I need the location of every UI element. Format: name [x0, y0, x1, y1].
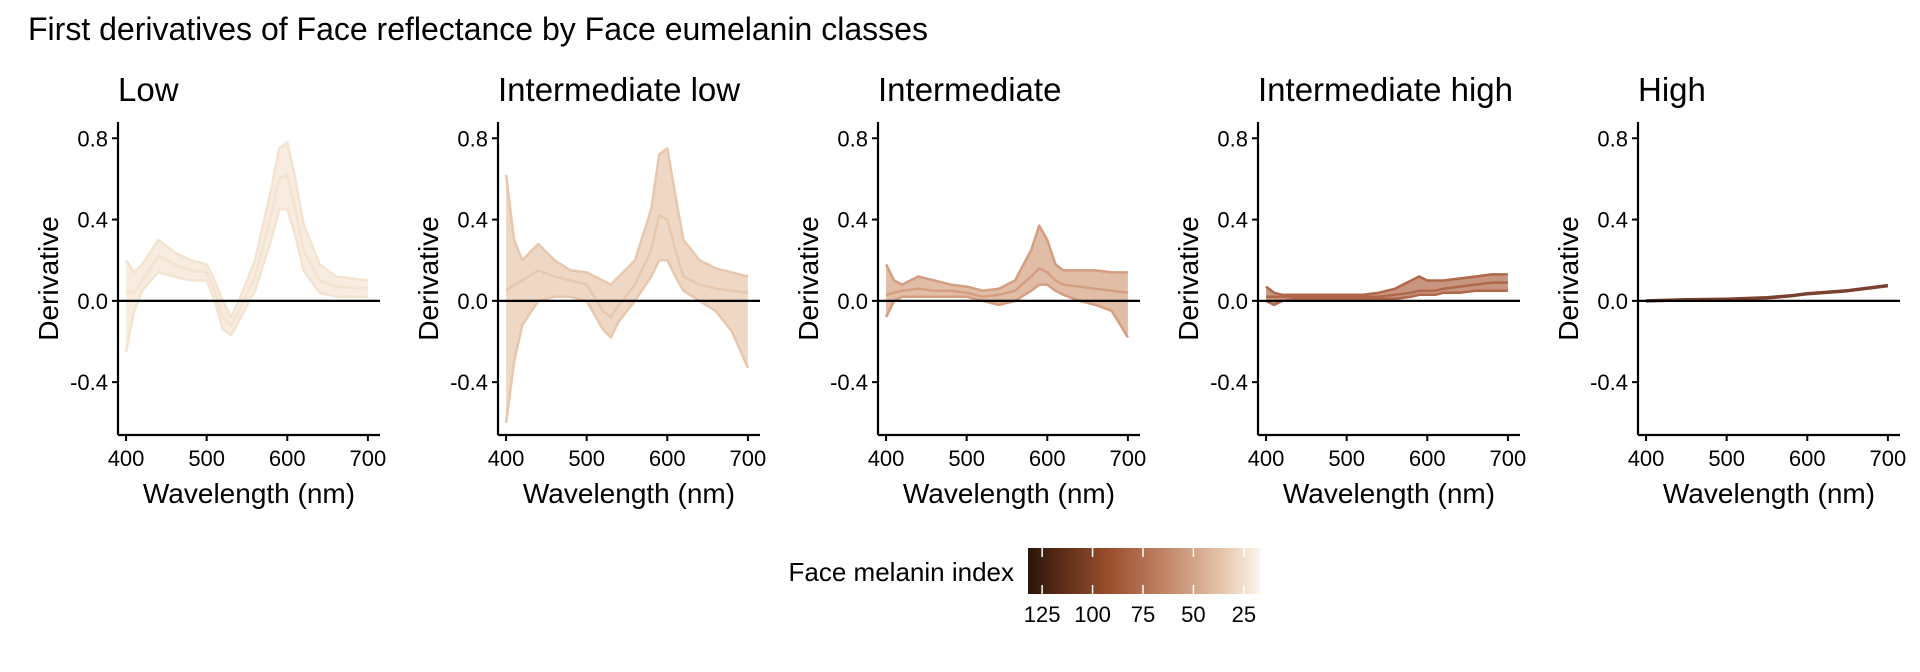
panel-title: Intermediate low [498, 71, 740, 108]
x-tick-label: 400 [1628, 446, 1665, 471]
series-line-mid [1266, 281, 1508, 299]
x-tick-label: 500 [568, 446, 605, 471]
y-tick-label: 0.4 [77, 208, 108, 233]
y-tick-label: 0.0 [77, 289, 108, 314]
x-tick-label: 500 [1328, 446, 1365, 471]
x-tick-label: 400 [868, 446, 905, 471]
panel-title: Intermediate [878, 71, 1061, 108]
y-axis-label: Derivative [793, 216, 824, 340]
x-axis-label: Wavelength (nm) [1663, 478, 1875, 509]
y-tick-label: 0.4 [1217, 208, 1248, 233]
series-line-upper [1265, 273, 1508, 297]
y-axis-label: Derivative [1173, 216, 1204, 340]
x-axis-label: Wavelength (nm) [1283, 478, 1495, 509]
y-axis-label: Derivative [33, 216, 64, 340]
series-line-upper [504, 147, 749, 286]
x-axis-label: Wavelength (nm) [903, 478, 1115, 509]
x-axis-label: Wavelength (nm) [143, 478, 355, 509]
y-tick-label: -0.4 [830, 370, 868, 395]
x-tick-label: 500 [948, 446, 985, 471]
series-line-mid [505, 214, 749, 319]
chart-title: First derivatives of Face reflectance by… [28, 11, 928, 47]
y-tick-label: -0.4 [70, 370, 108, 395]
y-axis-label: Derivative [413, 216, 444, 340]
x-tick-label: 600 [649, 446, 686, 471]
panels: Low 0.8 0.4 0.0 -0.4 400 500 600 700 Derivative Wa… [33, 71, 1906, 509]
y-tick-label: 0.0 [837, 289, 868, 314]
x-tick-label: 600 [1409, 446, 1446, 471]
x-tick-label: 500 [188, 446, 225, 471]
x-tick-label: 700 [730, 446, 767, 471]
x-tick-label: 400 [108, 446, 145, 471]
y-tick-label: -0.4 [1590, 370, 1628, 395]
y-axis-label: Derivative [1553, 216, 1584, 340]
y-tick-label: 0.4 [1597, 208, 1628, 233]
x-tick-label: 600 [269, 446, 306, 471]
y-tick-label: 0.8 [837, 126, 868, 151]
legend-colorbar [1028, 548, 1260, 594]
series-line-lower [1265, 289, 1508, 307]
x-tick-label: 400 [488, 446, 525, 471]
y-tick-label: 0.4 [837, 208, 868, 233]
series-line-mean [1646, 283, 1889, 303]
y-tick-label: 0.8 [1217, 126, 1248, 151]
color-legend: Face melanin index 125 100 75 50 25 [789, 548, 1260, 627]
y-tick-label: 0.0 [1597, 289, 1628, 314]
x-axis-label: Wavelength (nm) [523, 478, 735, 509]
panel-title: Intermediate high [1258, 71, 1513, 108]
y-tick-label: 0.8 [1597, 126, 1628, 151]
series-line-lower [124, 208, 368, 352]
x-tick-label: 700 [350, 446, 387, 471]
legend-tick-label: 125 [1024, 602, 1061, 627]
series-line-mid [885, 267, 1129, 299]
series-line-upper [125, 141, 369, 319]
y-tick-label: 0.0 [457, 289, 488, 314]
panel-5: High 0.8 0.4 0.0 -0.4 400 500 600 700 Derivative W… [1553, 71, 1906, 509]
y-tick-label: 0.4 [457, 208, 488, 233]
y-tick-label: -0.4 [450, 370, 488, 395]
series-line-upper [884, 224, 1128, 292]
x-tick-label: 700 [1870, 446, 1907, 471]
x-tick-label: 600 [1029, 446, 1066, 471]
series-band [886, 225, 1128, 338]
series-band [126, 142, 368, 352]
y-tick-label: 0.8 [457, 126, 488, 151]
x-tick-label: 600 [1789, 446, 1826, 471]
series-band [506, 148, 748, 423]
y-tick-label: 0.8 [77, 126, 108, 151]
legend-tick-label: 75 [1131, 602, 1155, 627]
legend-title: Face melanin index [789, 557, 1014, 587]
x-tick-label: 700 [1110, 446, 1147, 471]
y-tick-label: 0.0 [1217, 289, 1248, 314]
panel-title: High [1638, 71, 1706, 108]
x-tick-label: 400 [1248, 446, 1285, 471]
panel-title: Low [118, 71, 179, 108]
legend-tick-label: 50 [1181, 602, 1205, 627]
panel-4: Intermediate high 0.8 0.4 0.0 -0.4 400 500 600 7… [1173, 71, 1526, 509]
panel-3: Intermediate 0.8 0.4 0.0 -0.4 400 500 600 700 Der… [793, 71, 1146, 509]
legend-tick-label: 25 [1232, 602, 1256, 627]
panel-2: Intermediate low 0.8 0.4 0.0 -0.4 400 500 600 70… [413, 71, 766, 509]
legend-tick-label: 100 [1074, 602, 1111, 627]
panel-1: Low 0.8 0.4 0.0 -0.4 400 500 600 700 Derivative Wa… [33, 71, 386, 509]
x-tick-label: 500 [1708, 446, 1745, 471]
series-line-mid [125, 173, 368, 327]
x-tick-label: 700 [1490, 446, 1527, 471]
y-tick-label: -0.4 [1210, 370, 1248, 395]
